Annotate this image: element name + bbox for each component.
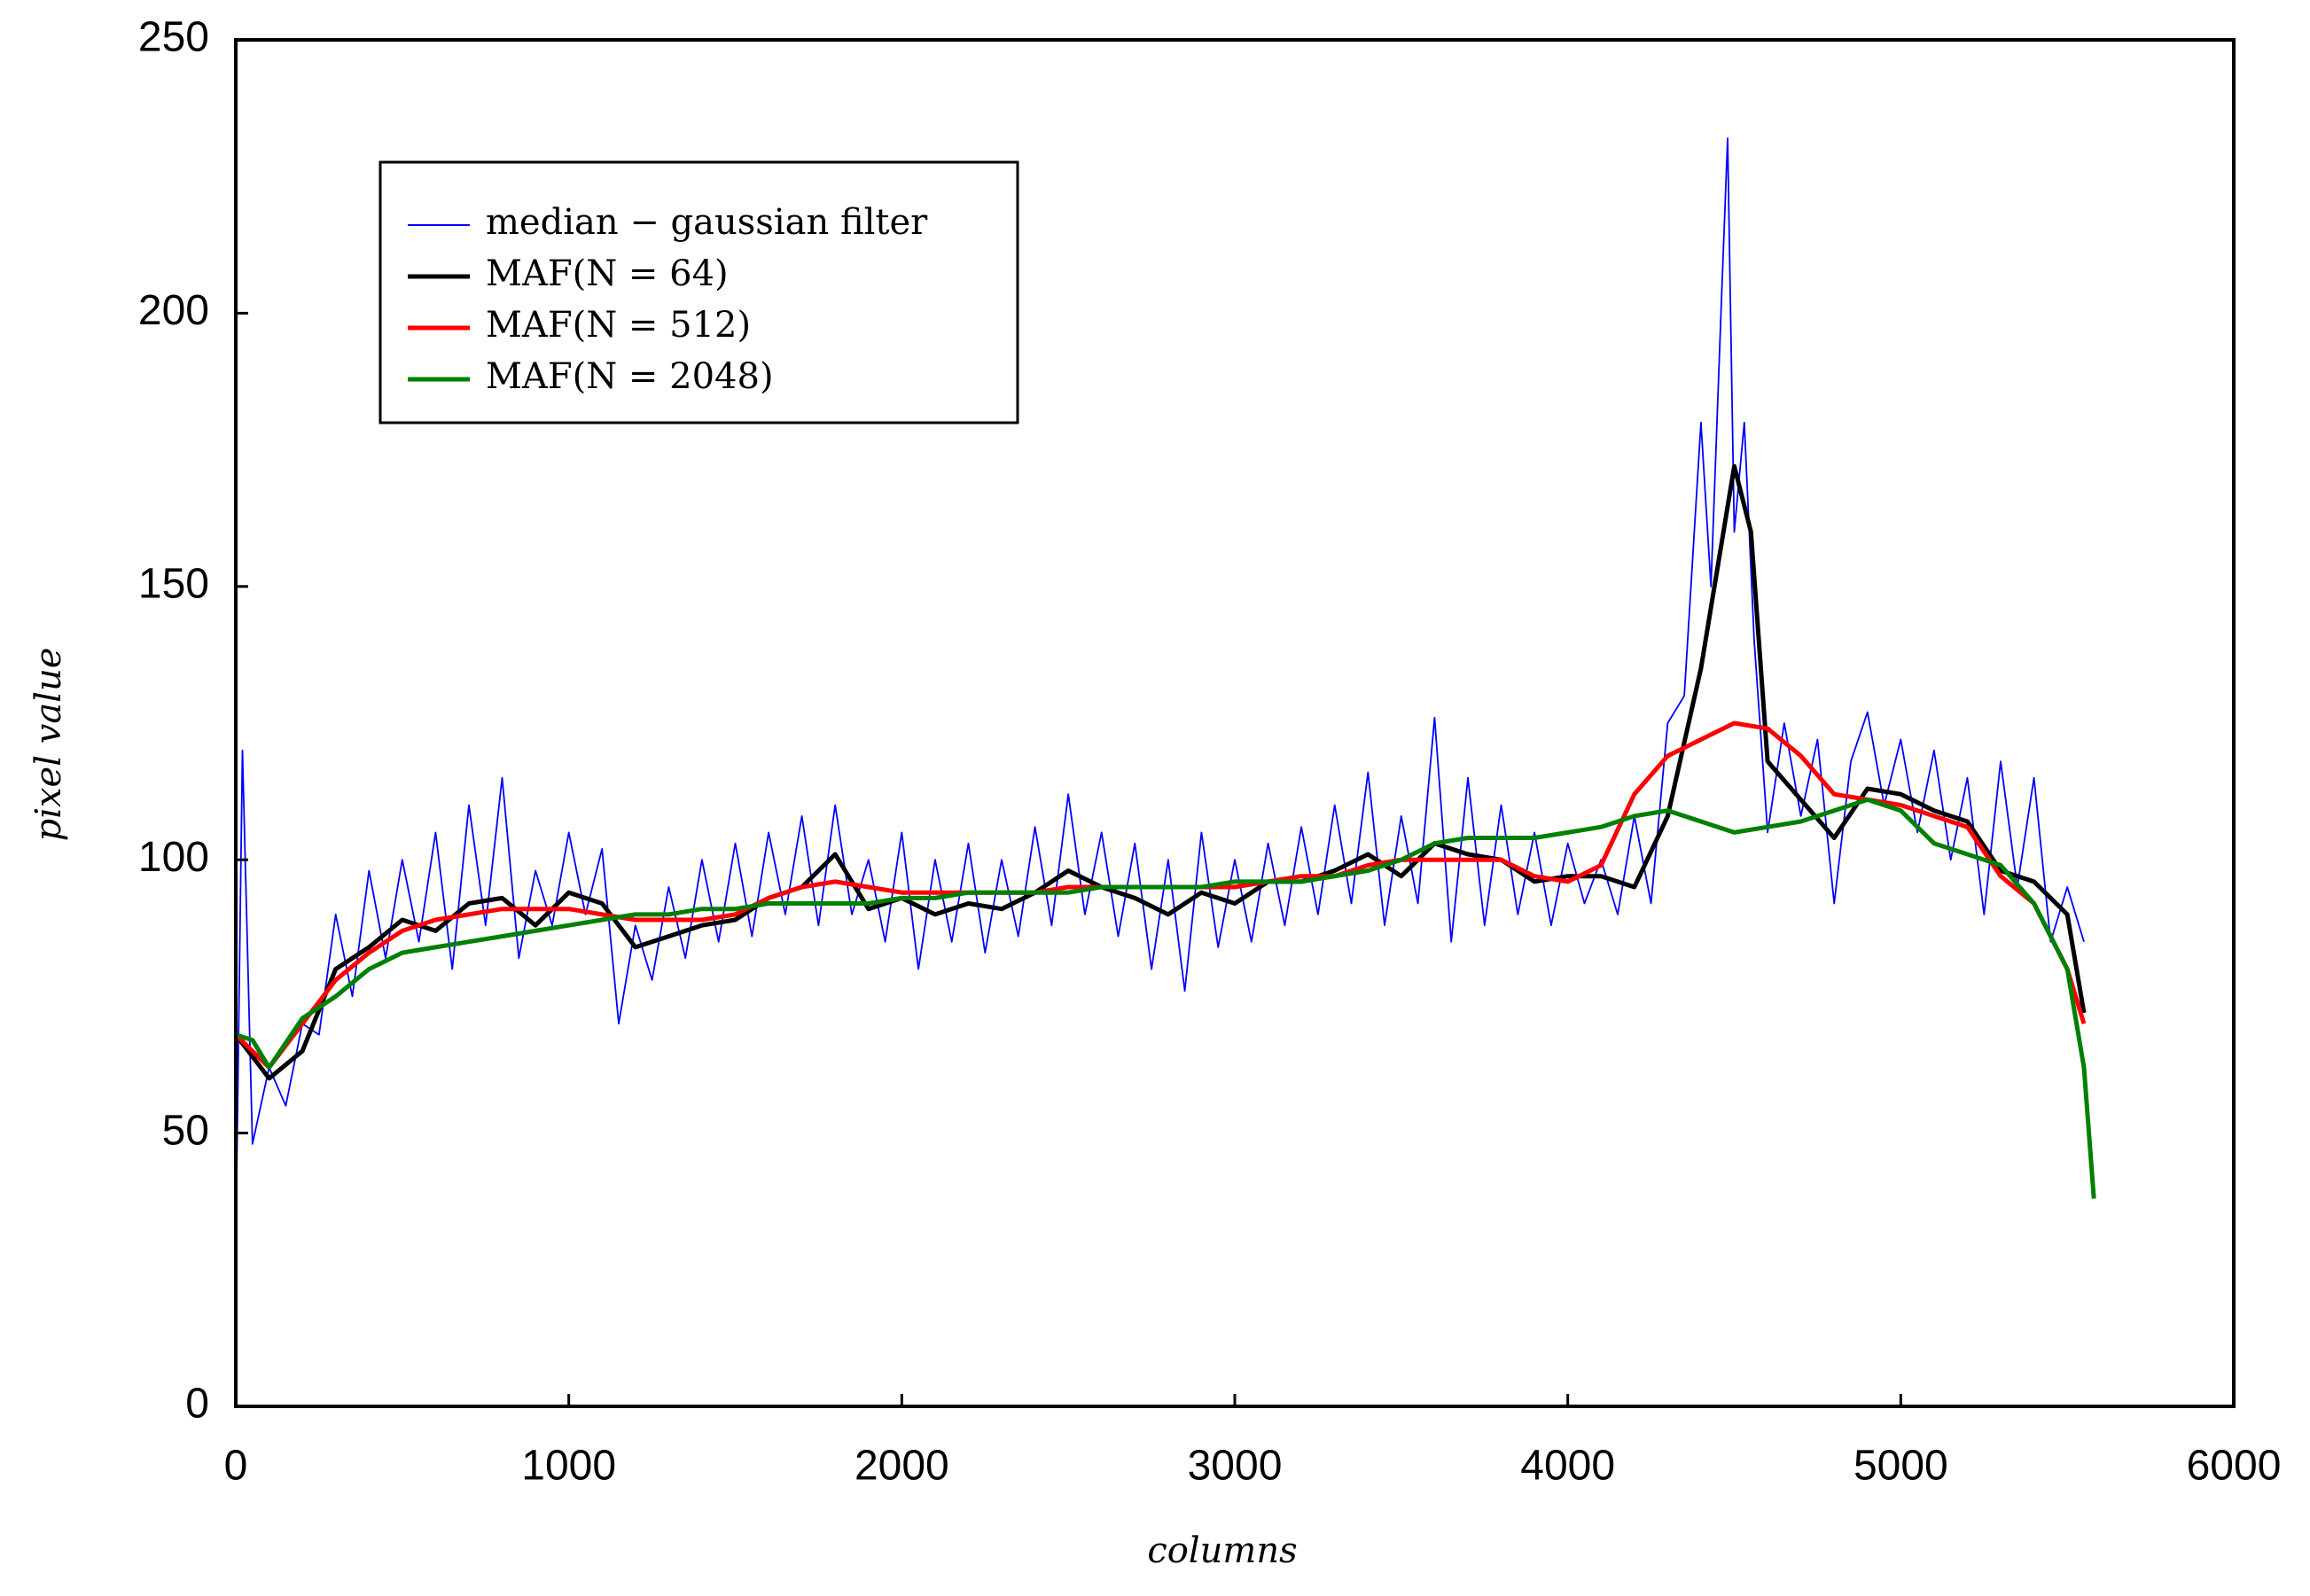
legend-box: [378, 160, 1019, 424]
y-axis-label: pixel value: [28, 648, 69, 842]
legend: median − gaussian filter MAF(N = 64) MAF(N…: [378, 160, 1019, 424]
plot-area: [234, 137, 2096, 1243]
x-axis-label: columns: [1147, 1530, 1297, 1571]
x-tick-label: 4000: [1520, 1443, 1615, 1490]
y-tick-label: 0: [185, 1381, 209, 1428]
series-line: [235, 137, 2085, 1243]
y-tick-label: 200: [138, 287, 209, 334]
series-line: [235, 797, 2096, 1199]
y-tick-label: 150: [138, 560, 209, 607]
legend-label: median − gaussian filter: [486, 202, 928, 243]
x-tick-label: 3000: [1188, 1443, 1283, 1490]
legend-label: MAF(N = 2048): [486, 356, 774, 397]
x-tick-label: 6000: [2187, 1443, 2282, 1490]
y-tick-label: 100: [138, 834, 209, 881]
x-tick-label: 1000: [521, 1443, 616, 1490]
x-tick-label: 2000: [855, 1443, 949, 1490]
x-tick-label: 5000: [1853, 1443, 1948, 1490]
legend-label: MAF(N = 64): [486, 253, 729, 294]
x-tick-label: 0: [224, 1443, 248, 1490]
legend-label: MAF(N = 512): [486, 305, 751, 346]
y-tick-label: 50: [162, 1107, 209, 1154]
y-tick-label: 250: [138, 14, 209, 61]
